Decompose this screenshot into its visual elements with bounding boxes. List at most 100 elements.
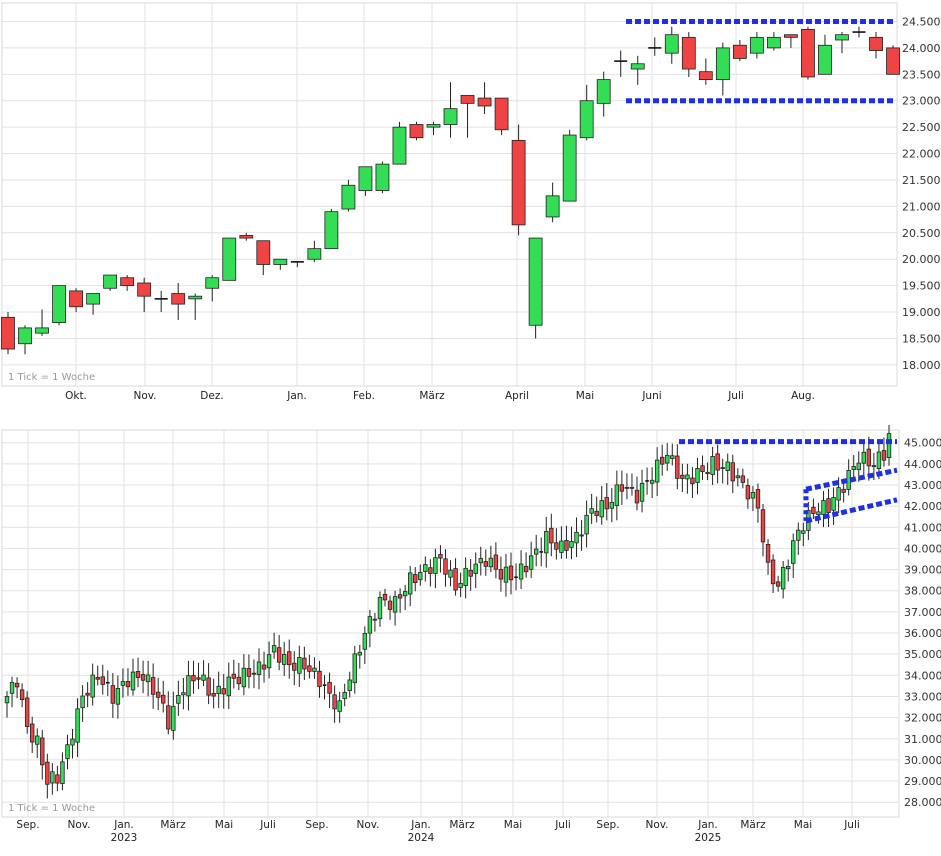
candle-body bbox=[528, 555, 534, 570]
candle-body bbox=[811, 506, 816, 514]
candle-body bbox=[423, 564, 428, 572]
y-tick-label: 33.000 bbox=[904, 690, 941, 703]
candle-body bbox=[549, 527, 554, 544]
candle-body bbox=[402, 591, 408, 597]
candle-body bbox=[90, 674, 95, 698]
candle-body bbox=[715, 453, 720, 471]
candle-body bbox=[69, 290, 83, 308]
candle-body bbox=[261, 664, 267, 670]
candle-body bbox=[579, 100, 594, 139]
candle-body bbox=[226, 676, 231, 697]
interval-note: 1 Tick = 1 Woche bbox=[8, 803, 95, 814]
candle-body bbox=[443, 108, 458, 125]
candle-body bbox=[488, 557, 494, 568]
candle-body bbox=[120, 277, 135, 287]
candle-body bbox=[664, 34, 679, 54]
y-tick-label: 20.500 bbox=[902, 227, 941, 240]
candle-body bbox=[137, 282, 152, 297]
candle-body bbox=[35, 735, 40, 745]
candle-body bbox=[392, 596, 398, 613]
candle-body bbox=[468, 569, 473, 577]
y-tick-label: 19.000 bbox=[902, 306, 941, 319]
candle-body bbox=[654, 459, 660, 483]
candle-body bbox=[281, 653, 287, 665]
candle-body bbox=[292, 662, 297, 671]
candle-body bbox=[251, 672, 257, 675]
candle-body bbox=[239, 235, 254, 239]
candle-body bbox=[619, 484, 625, 492]
candle-body bbox=[273, 258, 288, 265]
candle-body bbox=[1, 316, 15, 350]
candle-body bbox=[103, 274, 118, 289]
plot-area bbox=[1, 2, 898, 387]
candle-body bbox=[188, 295, 203, 300]
candle-body bbox=[221, 688, 226, 695]
candle-body bbox=[740, 475, 746, 483]
x-tick-label: Jan. bbox=[697, 819, 718, 831]
candle-body bbox=[186, 675, 191, 697]
candle-body bbox=[584, 514, 589, 535]
x-tick-label: Nov. bbox=[356, 819, 379, 831]
x-tick-label: Nov. bbox=[133, 390, 156, 402]
top-candlestick-chart: 18.000 18.500 19.000 19.500 20.000 20.500 21.0… bbox=[1, 2, 941, 402]
candle-body bbox=[886, 47, 900, 75]
candle-body bbox=[750, 492, 756, 499]
candle-body bbox=[483, 561, 488, 567]
candle-body bbox=[478, 558, 483, 564]
bottom-candlestick-chart: 28.000 29.000 30.000 31.000 32.000 33.000 34.0… bbox=[1, 425, 941, 844]
y-tick-label: 43.000 bbox=[904, 479, 941, 492]
candle-body bbox=[634, 489, 640, 504]
y-tick-label: 32.000 bbox=[904, 712, 941, 725]
x-tick-label: Sep. bbox=[16, 819, 39, 831]
candle-body bbox=[392, 126, 407, 165]
x-tick-label: Okt. bbox=[65, 390, 87, 402]
candle-body bbox=[211, 693, 216, 697]
candle-body bbox=[856, 462, 861, 471]
x-tick-label: Sep. bbox=[305, 819, 328, 831]
candle-body bbox=[453, 568, 458, 591]
candle-body bbox=[589, 508, 594, 514]
plot-area bbox=[1, 429, 900, 818]
candle-body bbox=[307, 248, 322, 260]
candle-body bbox=[324, 211, 339, 250]
candle-body bbox=[9, 682, 15, 694]
candle-body bbox=[675, 455, 680, 479]
candle-body bbox=[65, 744, 70, 760]
candle-body bbox=[458, 582, 463, 588]
candle-body bbox=[851, 466, 856, 470]
candle-body bbox=[630, 63, 645, 70]
year-label: 2025 bbox=[695, 832, 722, 844]
y-tick-label: 41.000 bbox=[904, 521, 941, 534]
candle-body bbox=[685, 474, 690, 480]
candle-body bbox=[362, 633, 368, 650]
candle-body bbox=[503, 566, 509, 583]
candle-body bbox=[670, 455, 675, 459]
candle-body bbox=[166, 705, 171, 730]
candle-body bbox=[397, 594, 403, 599]
candle-body bbox=[745, 485, 751, 500]
candle-body bbox=[161, 694, 166, 704]
candle-body bbox=[24, 697, 30, 727]
candle-body bbox=[222, 237, 237, 281]
y-tick-label: 19.500 bbox=[902, 280, 941, 293]
candle-body bbox=[413, 574, 418, 584]
y-tick-label: 30.000 bbox=[904, 754, 941, 767]
candle-body bbox=[498, 569, 504, 580]
candle-body bbox=[780, 567, 786, 590]
candle-body bbox=[477, 97, 492, 107]
x-tick-label: Juli bbox=[554, 819, 571, 831]
candle-body bbox=[705, 471, 710, 475]
candle-body bbox=[75, 708, 80, 743]
candle-body bbox=[700, 465, 705, 473]
candle-body bbox=[246, 668, 252, 677]
candle-body bbox=[196, 677, 201, 680]
y-tick-label: 18.500 bbox=[902, 332, 941, 345]
candle-body bbox=[443, 558, 448, 575]
candle-body bbox=[231, 673, 236, 679]
candle-body bbox=[18, 327, 32, 345]
candle-body bbox=[596, 79, 611, 104]
y-tick-label: 21.000 bbox=[902, 200, 941, 213]
candle-body bbox=[271, 645, 277, 653]
y-tick-label: 21.500 bbox=[902, 174, 941, 187]
candle-body bbox=[760, 509, 766, 543]
